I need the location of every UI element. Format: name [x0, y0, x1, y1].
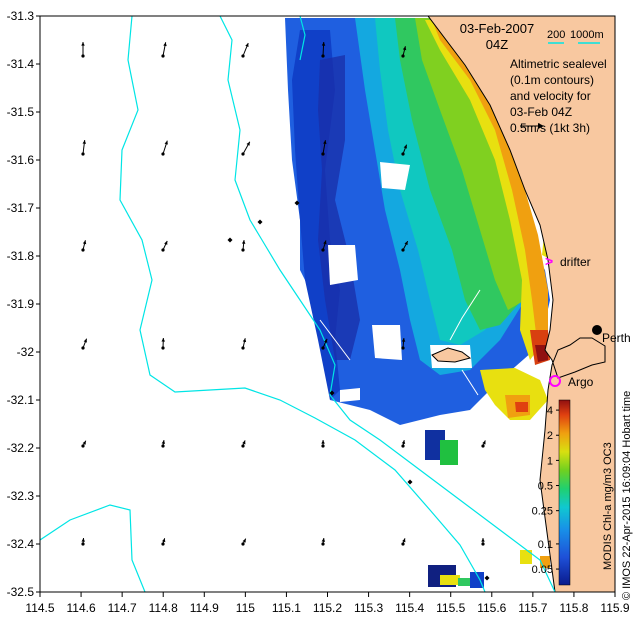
y-tick-label: -31.4: [7, 57, 35, 71]
legend-line-5: 0.5m/s (1kt 3h): [510, 121, 590, 135]
x-tick-label: 115.2: [313, 601, 342, 615]
y-tick-label: -31.7: [7, 201, 35, 215]
drifter-marker: >: [545, 253, 553, 269]
x-tick-label: 115.7: [518, 601, 547, 615]
legend-line-4: 03-Feb 04Z: [510, 105, 572, 119]
x-tick-label: 114.9: [190, 601, 219, 615]
y-tick-label: -32: [17, 345, 35, 359]
argo-label: Argo: [568, 375, 594, 389]
map-date: 03-Feb-2007: [460, 21, 534, 36]
x-tick-label: 115.9: [600, 601, 629, 615]
x-tick-label: 115.3: [354, 601, 383, 615]
y-tick-label: -31.3: [7, 9, 35, 23]
x-tick-label: 115.1: [272, 601, 301, 615]
x-tick-label: 114.6: [67, 601, 96, 615]
bathy-label-200: 200: [547, 29, 565, 41]
x-tick-label: 115.8: [559, 601, 588, 615]
y-tick-label: -32.4: [7, 537, 35, 551]
perth-marker: [592, 325, 602, 335]
colorbar-tick-label: 0.25: [532, 506, 553, 518]
y-tick-label: -32.3: [7, 489, 35, 503]
legend-line-1: Altimetric sealevel: [510, 57, 607, 71]
legend-line-3: and velocity for: [510, 89, 591, 103]
x-tick-label: 114.8: [149, 601, 178, 615]
y-tick-label: -31.9: [7, 297, 35, 311]
y-tick-label: -32.2: [7, 441, 35, 455]
y-tick-label: -31.8: [7, 249, 35, 263]
x-tick-label: 115.5: [436, 601, 465, 615]
colorbar-tick-label: 4: [547, 405, 553, 417]
perth-label: Perth: [602, 331, 631, 345]
colorbar-label: MODIS Chl-a mg/m3 OC3: [602, 442, 614, 570]
colorbar-tick-label: 0.5: [538, 481, 553, 493]
x-tick-label: 115.4: [395, 601, 424, 615]
drifter-label: drifter: [560, 255, 591, 269]
map-time: 04Z: [486, 37, 508, 52]
y-tick-label: -32.5: [7, 585, 35, 599]
colorbar-tick-label: 2: [547, 430, 553, 442]
y-tick-label: -32.1: [7, 393, 35, 407]
credit-text: © IMOS 22-Apr-2015 16:09:04 Hobart time: [621, 391, 633, 600]
legend-line-2: (0.1m contours): [510, 73, 594, 87]
bathy-label-1000: 1000m: [570, 29, 604, 41]
y-axis: -31.3 -31.4 -31.5 -31.6 -31.7 -31.8 -31.9 -32 -3…: [7, 9, 40, 599]
x-tick-label: 114.7: [108, 601, 137, 615]
x-axis: 114.5 114.6 114.7 114.8 114.9 115 115.1 115.2 11…: [25, 592, 629, 615]
colorbar-tick-label: 0.1: [538, 539, 553, 551]
colorbar-tick-label: 1: [547, 455, 553, 467]
colorbar: [559, 400, 570, 585]
x-tick-label: 114.5: [25, 601, 54, 615]
colorbar-tick-label: 0.05: [532, 564, 553, 576]
y-tick-label: -31.5: [7, 105, 35, 119]
x-tick-label: 115.6: [477, 601, 506, 615]
x-tick-label: 115: [236, 601, 255, 615]
y-tick-label: -31.6: [7, 153, 35, 167]
